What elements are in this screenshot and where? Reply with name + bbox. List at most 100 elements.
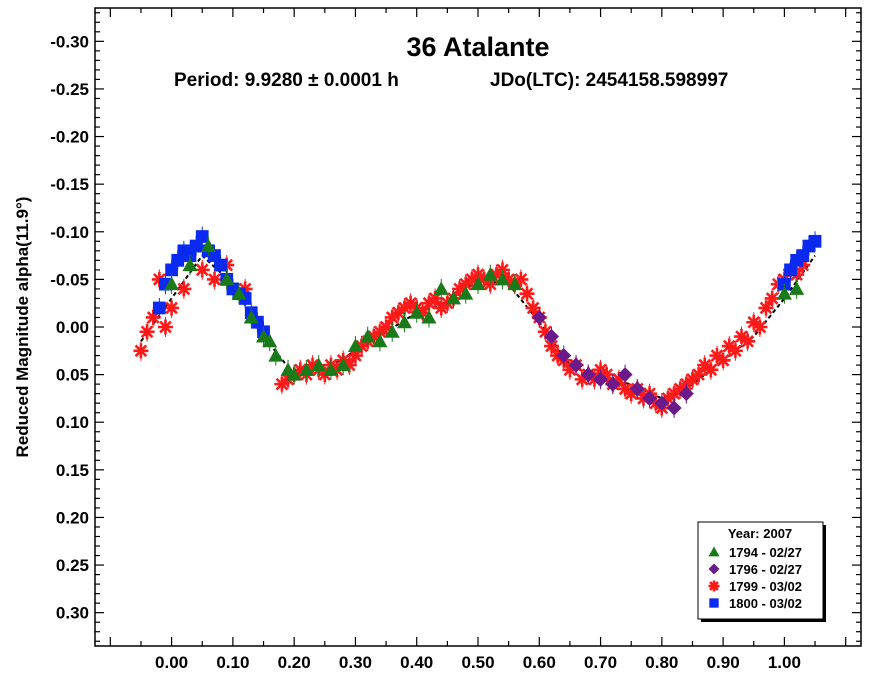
series-square-points <box>152 226 822 342</box>
legend-marker <box>709 598 719 608</box>
epoch-subtitle: JDo(LTC): 2454158.598997 <box>490 70 728 91</box>
y-tick-label: 0.00 <box>56 318 89 337</box>
data-point <box>593 371 609 387</box>
data-point <box>157 319 173 335</box>
data-point <box>403 295 419 311</box>
data-point <box>341 357 357 373</box>
data-point <box>384 324 400 338</box>
fit-curve-line <box>140 254 816 400</box>
y-tick-label: 0.30 <box>56 604 89 623</box>
legend-entry-label: 1794 - 02/27 <box>729 545 802 560</box>
data-point <box>666 386 682 402</box>
y-axis-label: Reduced Magnitude alpha(11.9°) <box>13 197 32 458</box>
x-tick-label: 1.00 <box>768 653 801 672</box>
data-point <box>372 333 388 348</box>
data-point <box>537 324 553 340</box>
data-point <box>390 305 406 321</box>
x-tick-label: 0.70 <box>584 653 617 672</box>
data-point <box>231 286 247 300</box>
series-asterisk-points <box>133 255 811 418</box>
data-point <box>262 333 278 348</box>
data-point <box>629 381 645 397</box>
data-point <box>715 352 731 368</box>
data-point <box>654 395 670 411</box>
x-tick-label: 0.80 <box>645 653 678 672</box>
data-point <box>507 276 523 291</box>
x-tick-label: 0.20 <box>278 653 311 672</box>
data-point <box>709 348 725 364</box>
data-point <box>421 309 437 324</box>
data-point <box>305 357 321 373</box>
data-point <box>182 257 198 272</box>
data-point <box>384 309 400 325</box>
legend-shadow-bottom <box>701 619 826 622</box>
y-tick-label: -0.25 <box>50 80 89 99</box>
series-diamond-points <box>531 307 694 418</box>
series-triangle-points <box>164 236 805 385</box>
data-point <box>139 324 155 340</box>
legend-marker <box>708 563 720 575</box>
data-point <box>525 300 541 316</box>
data-point <box>354 338 370 354</box>
legend-items: 1794 - 02/27 1796 - 02/27 1799 - 03/02 1800… <box>708 545 802 611</box>
data-point <box>642 390 658 406</box>
data-point <box>764 290 780 306</box>
period-subtitle: Period: 9.9280 ± 0.0001 h <box>174 70 399 91</box>
data-point <box>684 371 700 387</box>
legend-entry-label: 1799 - 03/02 <box>729 579 802 594</box>
data-point <box>145 309 161 325</box>
data-point <box>445 290 461 305</box>
data-point <box>758 300 774 316</box>
data-point <box>194 262 210 278</box>
data-point <box>808 234 822 248</box>
data-point <box>580 367 596 383</box>
data-point <box>176 281 192 297</box>
data-point <box>611 371 627 387</box>
data-point <box>776 286 792 300</box>
legend: Year: 2007 1794 - 02/27 1796 - 02/27 1799 … <box>697 521 826 622</box>
legend-marker <box>708 580 720 592</box>
y-tick-label: -0.15 <box>50 175 89 194</box>
data-point <box>164 300 180 316</box>
data-point <box>746 314 762 330</box>
data-point <box>415 305 431 321</box>
data-point <box>421 295 437 311</box>
data-point <box>360 329 376 343</box>
data-point <box>623 386 639 402</box>
data-point <box>691 367 707 383</box>
data-point <box>200 238 216 253</box>
data-point <box>433 281 449 295</box>
data-point <box>678 386 694 402</box>
data-point <box>409 305 425 319</box>
data-point <box>513 271 529 287</box>
data-point <box>427 290 443 306</box>
data-point <box>562 362 578 378</box>
x-tick-label: 0.30 <box>339 653 372 672</box>
data-point <box>206 271 222 287</box>
data-point <box>152 301 166 315</box>
data-point <box>531 309 547 325</box>
data-point <box>133 343 149 359</box>
data-point <box>470 276 486 291</box>
data-point <box>660 390 676 406</box>
x-tick-label: 0.40 <box>400 653 433 672</box>
data-point <box>464 271 480 287</box>
y-tick-label: -0.10 <box>50 223 89 242</box>
data-point <box>605 376 621 392</box>
data-point <box>268 348 284 362</box>
legend-entry-label: 1796 - 02/27 <box>729 562 802 577</box>
data-point <box>323 362 339 376</box>
data-point <box>396 300 412 316</box>
data-point <box>243 309 259 324</box>
legend-box <box>697 521 824 620</box>
data-point <box>519 286 535 302</box>
data-point <box>752 319 768 335</box>
data-point <box>347 338 363 353</box>
data-point <box>734 329 750 345</box>
y-tick-label: 0.15 <box>56 461 89 480</box>
data-point <box>335 357 351 372</box>
data-point <box>599 367 615 383</box>
data-point <box>574 371 590 387</box>
chart-title: 36 Atalante <box>406 32 549 62</box>
data-point <box>488 267 504 283</box>
